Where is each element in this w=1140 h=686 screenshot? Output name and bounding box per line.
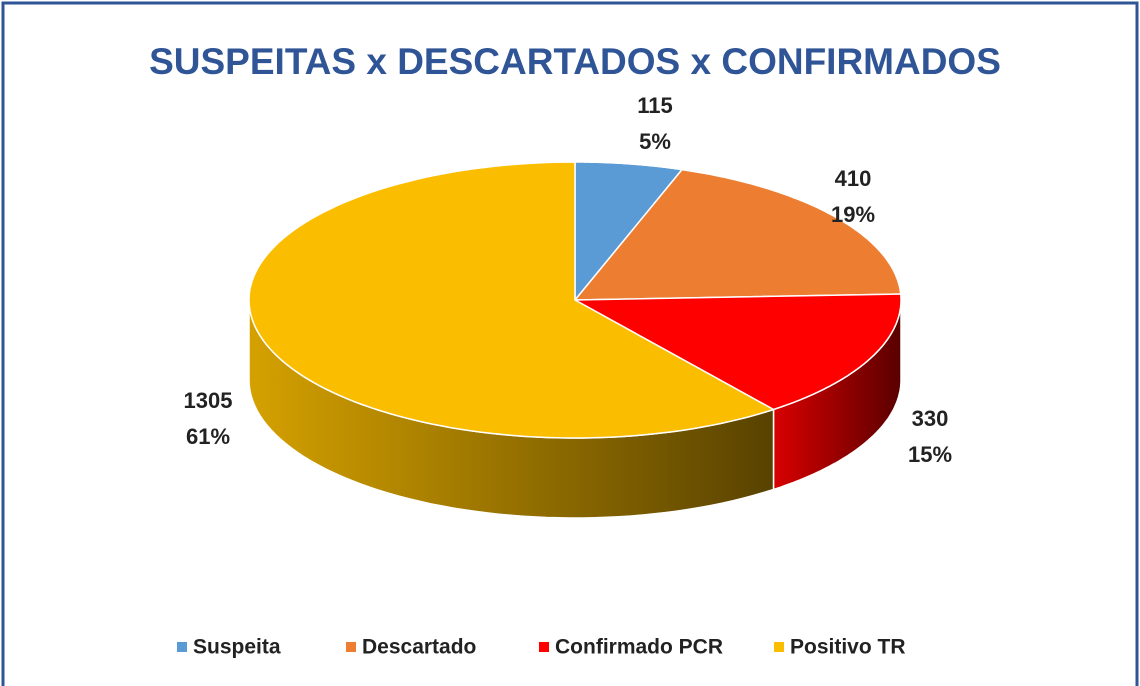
percent-label: 61% <box>186 424 230 449</box>
data-label: 410 <box>835 166 872 191</box>
slice <box>574 161 684 303</box>
legend-label: Positivo TR <box>790 636 906 659</box>
data-label: 330 <box>912 406 949 431</box>
legend-label: Confirmado PCR <box>555 636 723 659</box>
slice <box>573 168 902 301</box>
legend-marker <box>774 642 784 652</box>
legend-label: Descartado <box>362 636 476 659</box>
percent-label: 5% <box>639 129 671 154</box>
legend-marker <box>177 642 187 652</box>
data-label: 1305 <box>184 388 233 413</box>
percent-label: 15% <box>908 442 952 467</box>
data-label: 115 <box>637 93 673 118</box>
legend-label: Suspeita <box>193 636 281 659</box>
legend-marker <box>346 642 356 652</box>
percent-label: 19% <box>831 202 875 227</box>
legend-marker <box>539 642 549 652</box>
slice <box>572 293 902 411</box>
chart-title: SUSPEITAS x DESCARTADOS x CONFIRMADOS <box>149 41 1001 82</box>
slice <box>248 161 776 439</box>
